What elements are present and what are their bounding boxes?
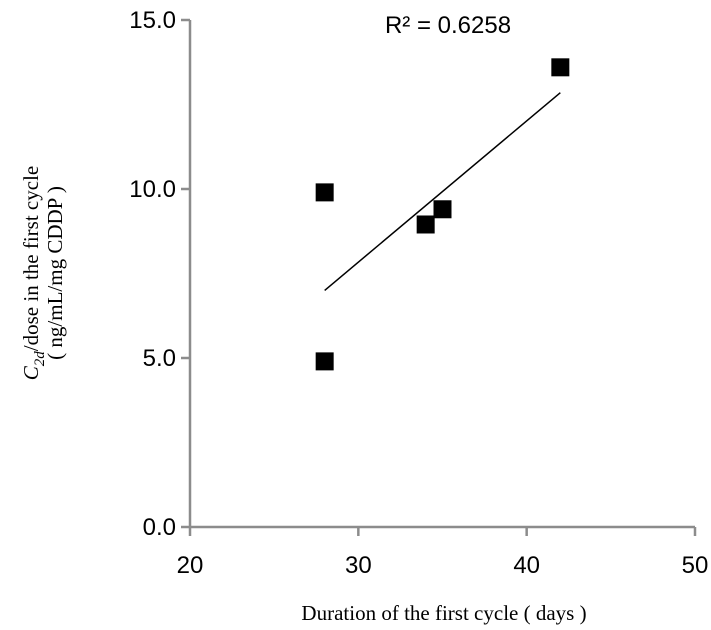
data-point (416, 215, 435, 234)
x-tick-label: 30 (345, 552, 372, 579)
y-axis-title-symbol: C (19, 365, 43, 380)
data-point (315, 352, 334, 371)
plot-area: 0.0 5.0 10.0 15.0 20 30 40 50 (129, 7, 708, 579)
y-axis-title-subscript: 2d (32, 351, 48, 367)
y-tick-label: 5.0 (143, 345, 176, 372)
x-tick-label: 50 (682, 552, 709, 579)
x-axis-ticks: 20 30 40 50 (177, 527, 709, 579)
y-tick-label: 10.0 (129, 176, 176, 203)
y-axis-ticks: 0.0 5.0 10.0 15.0 (129, 7, 190, 541)
x-axis-title: Duration of the first cycle ( days ) (301, 601, 586, 625)
y-axis-title: C2d/dose in the first cycle ( ng/mL/mg C… (19, 166, 67, 380)
y-axis-title-line2: ( ng/mL/mg CDDP ) (43, 186, 67, 360)
r-squared-label: R² = 0.6258 (385, 12, 511, 39)
x-tick-label: 40 (513, 552, 540, 579)
trendline (324, 92, 561, 291)
data-points (315, 58, 570, 371)
data-point (433, 200, 452, 219)
x-tick-label: 20 (177, 552, 204, 579)
y-tick-label: 0.0 (143, 514, 176, 541)
data-point (551, 58, 570, 77)
y-axis-title-rest: /dose in the first cycle (19, 166, 43, 351)
data-point (315, 183, 334, 202)
y-tick-label: 15.0 (129, 7, 176, 34)
y-axis-title-line1: C2d/dose in the first cycle (19, 166, 48, 380)
